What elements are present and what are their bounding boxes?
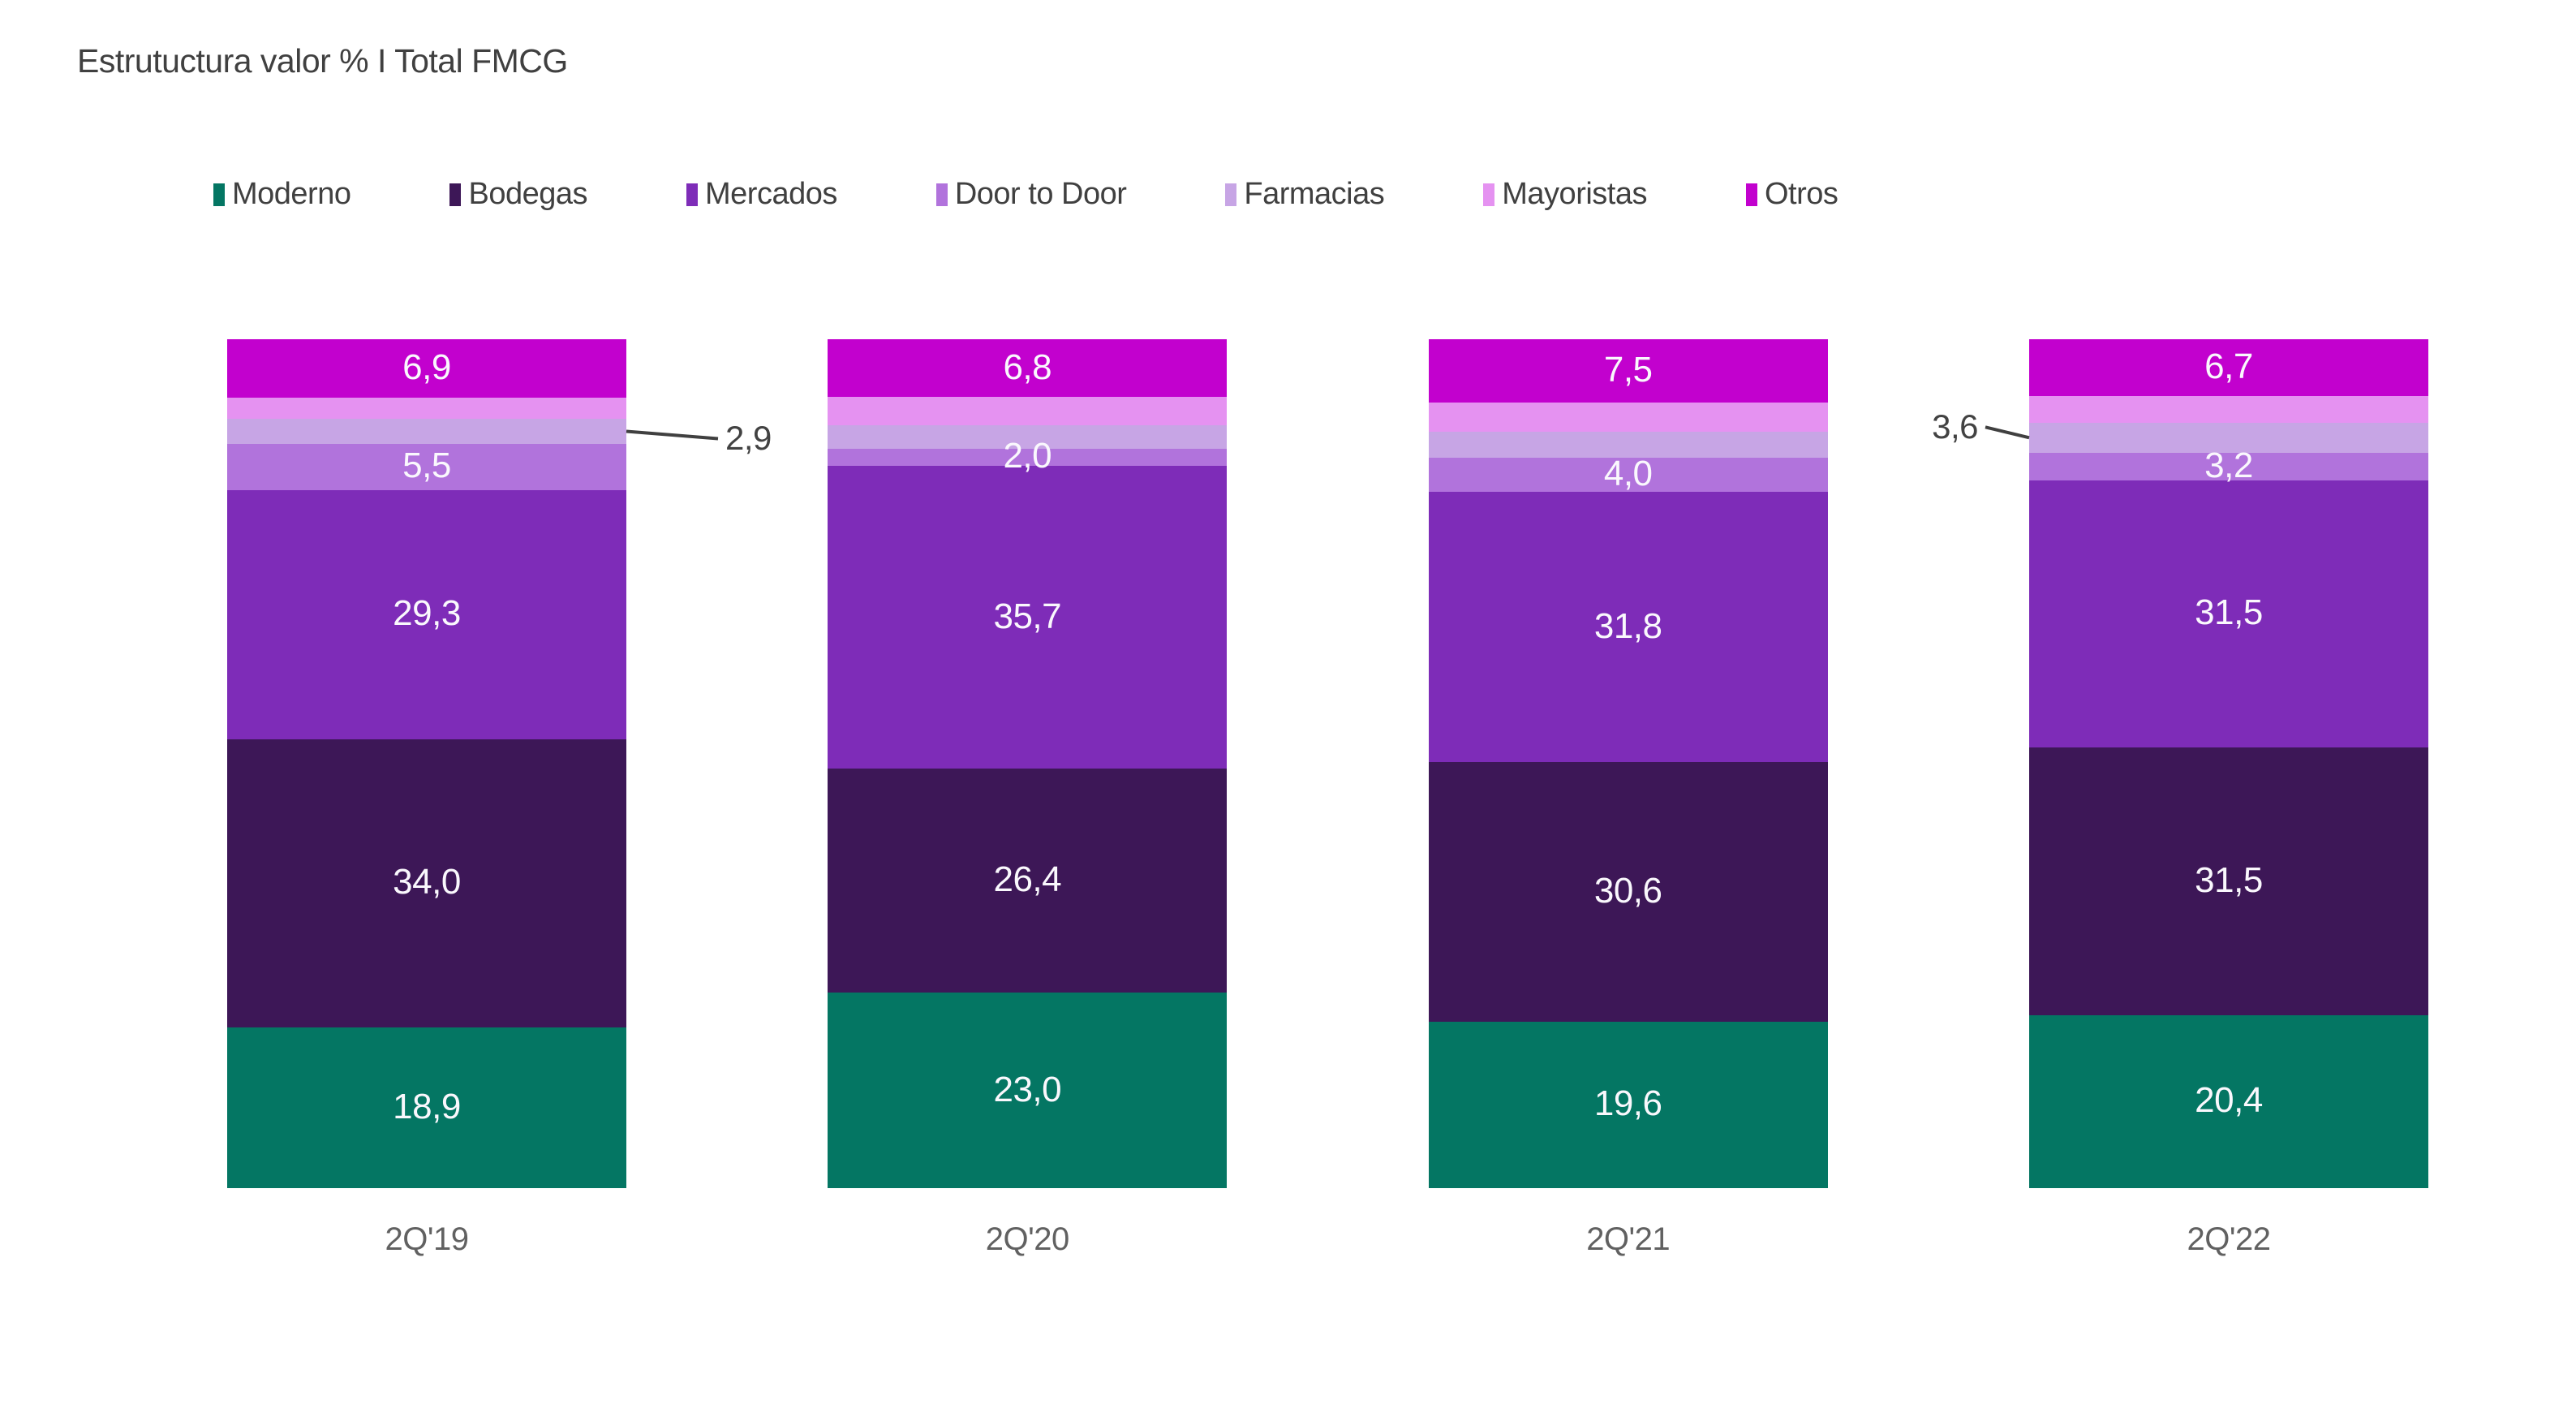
bar-segment-bodegas-2q-20 bbox=[828, 769, 1228, 993]
legend-item-otros: Otros bbox=[1745, 177, 1838, 212]
legend-item-mercados: Mercados bbox=[686, 177, 837, 212]
x-axis-label-2q-19: 2Q'19 bbox=[385, 1221, 470, 1257]
bar-segment-bodegas-2q-22 bbox=[2029, 747, 2428, 1015]
x-axis-label-2q-21: 2Q'21 bbox=[1586, 1221, 1671, 1257]
legend: Moderno Bodegas Mercados Door to Door Farmac… bbox=[213, 177, 1838, 212]
legend-item-door-to-door: Door to Door bbox=[935, 177, 1127, 212]
bar-segment-bodegas-2q-21 bbox=[1428, 761, 1828, 1022]
bar-segment-mercados-2q-20 bbox=[828, 465, 1228, 769]
bar-segment-mayoristas-2q-21 bbox=[1428, 403, 1828, 432]
bar-segment-farmacias-2q-20 bbox=[828, 424, 1228, 449]
bar-segment-otros-2q-21 bbox=[1428, 339, 1828, 403]
bar-segment-mercados-2q-21 bbox=[1428, 492, 1828, 762]
legend-label: Mayoristas bbox=[1502, 177, 1647, 211]
bar-segment-door-to-door-2q-19 bbox=[227, 443, 626, 491]
bar-segment-otros-2q-22 bbox=[2029, 339, 2428, 397]
callout-label-farmacias-2q-22: 3,6 bbox=[1932, 407, 1978, 446]
bar-segment-moderno-2q-20 bbox=[828, 993, 1228, 1188]
legend-item-mayoristas: Mayoristas bbox=[1483, 177, 1647, 212]
bar-segment-mayoristas-2q-20 bbox=[828, 397, 1228, 425]
bar-segment-door-to-door-2q-22 bbox=[2029, 453, 2428, 480]
bar-segment-otros-2q-19 bbox=[227, 339, 626, 398]
bar-segment-mayoristas-2q-22 bbox=[2029, 396, 2428, 423]
bar-segment-moderno-2q-22 bbox=[2029, 1014, 2428, 1188]
legend-label: Bodegas bbox=[468, 177, 587, 211]
legend-swatch-icon bbox=[935, 183, 948, 206]
bar-segment-bodegas-2q-19 bbox=[227, 739, 626, 1028]
legend-swatch-icon bbox=[449, 183, 462, 206]
legend-swatch-icon bbox=[1745, 183, 1757, 206]
bar-segment-mercados-2q-22 bbox=[2029, 480, 2428, 748]
bar-segment-door-to-door-2q-21 bbox=[1428, 458, 1828, 493]
bar-segment-mayoristas-2q-19 bbox=[227, 398, 626, 420]
legend-item-bodegas: Bodegas bbox=[449, 177, 587, 212]
legend-swatch-icon bbox=[213, 183, 225, 206]
legend-label: Farmacias bbox=[1244, 177, 1385, 211]
legend-swatch-icon bbox=[1225, 183, 1237, 206]
legend-label: Door to Door bbox=[954, 177, 1127, 211]
legend-item-moderno: Moderno bbox=[213, 177, 351, 212]
x-axis-label-2q-20: 2Q'20 bbox=[985, 1221, 1070, 1257]
legend-label: Otros bbox=[1764, 177, 1838, 211]
bar-segment-farmacias-2q-19 bbox=[227, 419, 626, 444]
legend-label: Mercados bbox=[705, 177, 837, 211]
legend-item-farmacias: Farmacias bbox=[1225, 177, 1385, 212]
callout-leader-line bbox=[626, 429, 719, 441]
legend-swatch-icon bbox=[686, 183, 698, 206]
bar-segment-door-to-door-2q-20 bbox=[828, 448, 1228, 466]
chart-title: Estrutuctura valor % I Total FMCG bbox=[77, 42, 568, 80]
bar-segment-moderno-2q-19 bbox=[227, 1027, 626, 1188]
x-axis-label-2q-22: 2Q'22 bbox=[2187, 1221, 2272, 1257]
bar-segment-moderno-2q-21 bbox=[1428, 1021, 1828, 1188]
legend-swatch-icon bbox=[1483, 183, 1495, 206]
bar-segment-mercados-2q-19 bbox=[227, 490, 626, 739]
legend-label: Moderno bbox=[232, 177, 351, 211]
bar-segment-farmacias-2q-21 bbox=[1428, 432, 1828, 459]
callout-leader-line bbox=[1985, 425, 2030, 440]
bar-segment-otros-2q-20 bbox=[828, 339, 1228, 398]
bar-segment-farmacias-2q-22 bbox=[2029, 422, 2428, 454]
callout-label-farmacias-2q-19: 2,9 bbox=[725, 419, 772, 458]
